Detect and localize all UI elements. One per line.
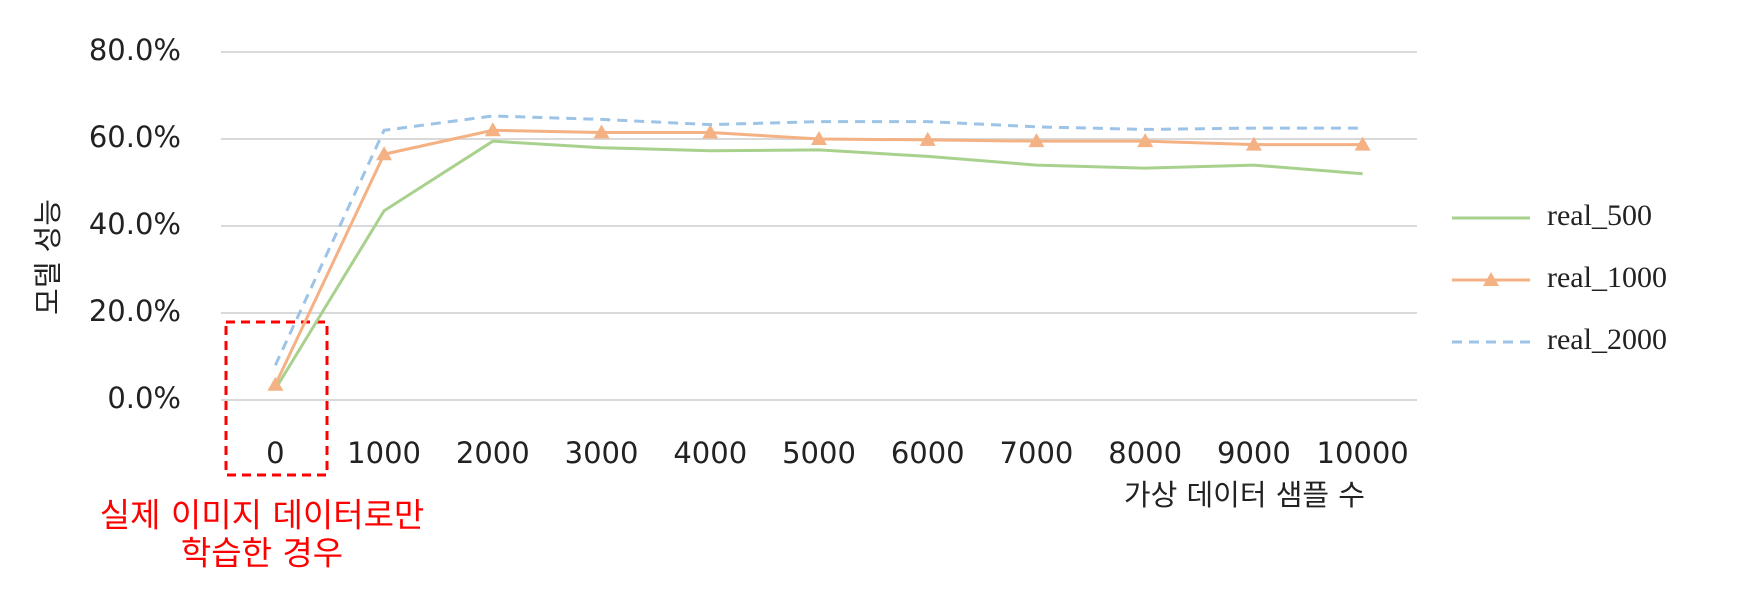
legend-label: real_2000 [1547, 323, 1667, 356]
legend-label: real_1000 [1547, 261, 1667, 294]
series-line [274, 114, 1363, 366]
point-marker [919, 131, 936, 146]
y-tick-label: 40.0% [89, 207, 181, 241]
y-axis-label: 모델 성능 [31, 199, 65, 315]
series-line [274, 139, 1363, 390]
x-tick-label: 7000 [1000, 436, 1074, 470]
y-tick-label: 0.0% [107, 381, 181, 415]
point-marker [1354, 136, 1371, 151]
annotation: 학습한 경우 [181, 534, 343, 573]
x-tick-label: 0 [266, 436, 284, 470]
x-tick-label: 4000 [673, 436, 747, 470]
x-tick-label: 6000 [891, 436, 965, 470]
point-marker [376, 146, 393, 161]
x-tick-label: 9000 [1217, 436, 1291, 470]
point-marker [267, 376, 284, 391]
x-tick-label: 3000 [565, 436, 639, 470]
x-tick-label: 2000 [456, 436, 530, 470]
x-tick-label: 8000 [1108, 436, 1182, 470]
x-tick-label: 10000 [1317, 436, 1409, 470]
y-tick-label: 60.0% [89, 120, 181, 154]
legend-marker [1483, 272, 1499, 286]
point-marker [1028, 133, 1045, 148]
y-tick-label: 80.0% [89, 33, 181, 67]
point-marker [593, 124, 610, 139]
x-axis-label: 가상 데이터 샘플 수 [1124, 478, 1365, 512]
highlight-box [224, 320, 329, 477]
series-line [274, 128, 1363, 386]
point-marker [702, 124, 719, 139]
point-marker [811, 131, 827, 145]
y-tick-label: 20.0% [89, 294, 181, 328]
x-tick-label: 5000 [782, 436, 856, 470]
legend-label: real_500 [1547, 199, 1652, 232]
point-marker [484, 122, 501, 137]
point-marker [1245, 136, 1262, 151]
x-tick-label: 1000 [347, 436, 421, 470]
annotation: 실제 이미지 데이터로만 [100, 496, 425, 535]
point-marker [1137, 133, 1154, 148]
